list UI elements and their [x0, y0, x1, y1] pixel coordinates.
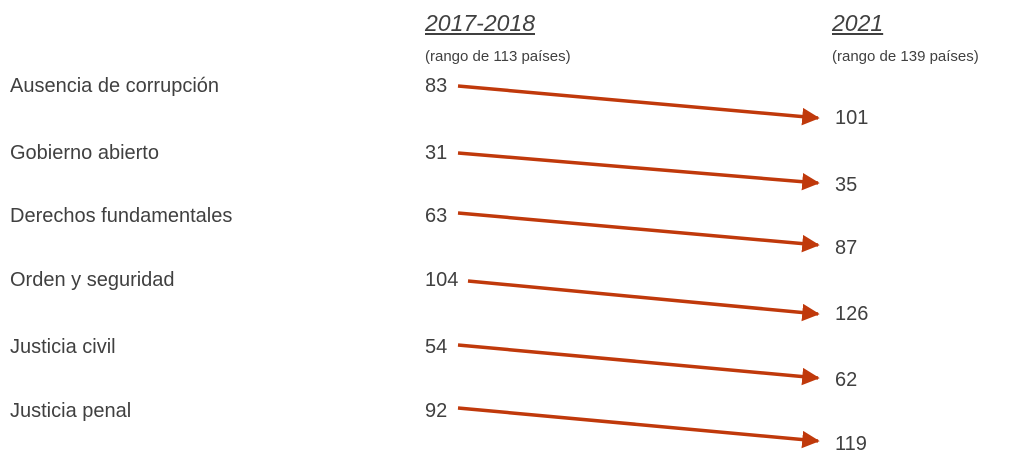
from-value-ausencia-corrupcion: 83: [425, 75, 448, 97]
arrow-justicia-civil: [457, 343, 820, 386]
right-column-note: (rango de 139 países): [832, 48, 979, 65]
from-value-gobierno-abierto: 31: [425, 142, 448, 164]
row-label-justicia-civil: Justicia civil: [10, 336, 116, 358]
arrow-orden-seguridad: [467, 279, 820, 322]
from-value-derechos-fundamentales: 63: [425, 205, 448, 227]
row-label-justicia-penal: Justicia penal: [10, 400, 132, 422]
right-column-title: 2021: [832, 10, 884, 36]
arrow-ausencia-corrupcion: [457, 84, 820, 126]
row-label-gobierno-abierto: Gobierno abierto: [10, 142, 159, 164]
from-value-justicia-civil: 54: [425, 336, 448, 358]
row-label-ausencia-corrupcion: Ausencia de corrupción: [10, 75, 220, 97]
row-label-derechos-fundamentales: Derechos fundamentales: [10, 205, 233, 227]
row-label-orden-seguridad: Orden y seguridad: [10, 269, 175, 291]
arrow-justicia-penal: [457, 406, 820, 449]
arrow-gobierno-abierto: [457, 151, 820, 191]
arrow-derechos-fundamentales: [457, 211, 820, 253]
to-value-justicia-penal: 119: [835, 433, 867, 455]
left-column-note: (rango de 113 países): [425, 48, 571, 65]
to-value-ausencia-corrupcion: 101: [835, 107, 869, 129]
left-column-title: 2017-2018: [425, 10, 535, 36]
to-value-gobierno-abierto: 35: [835, 174, 858, 196]
to-value-justicia-civil: 62: [835, 369, 858, 391]
to-value-orden-seguridad: 126: [835, 303, 869, 325]
to-value-derechos-fundamentales: 87: [835, 237, 858, 259]
from-value-orden-seguridad: 104: [425, 269, 459, 291]
from-value-justicia-penal: 92: [425, 400, 448, 422]
